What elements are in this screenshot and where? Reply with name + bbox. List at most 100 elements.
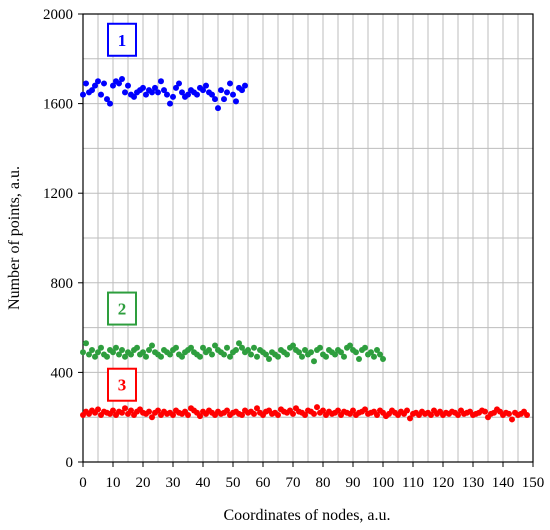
data-point <box>158 353 164 360</box>
data-point <box>101 80 107 87</box>
data-point <box>116 351 122 358</box>
data-point <box>83 80 89 87</box>
data-point <box>341 353 347 360</box>
x-tick-label: 90 <box>346 475 361 491</box>
data-point <box>266 355 272 362</box>
data-point <box>200 344 206 351</box>
data-point <box>212 342 218 349</box>
data-point <box>455 411 461 418</box>
x-tick-label: 30 <box>166 475 181 491</box>
data-point <box>323 353 329 360</box>
data-point <box>206 347 212 353</box>
data-point <box>113 344 119 351</box>
data-point <box>251 410 257 417</box>
y-tick-label: 2000 <box>43 7 73 23</box>
data-point <box>209 351 215 358</box>
data-point <box>356 355 362 362</box>
x-tick-label: 100 <box>372 475 395 491</box>
data-points <box>80 75 530 423</box>
data-point <box>167 351 173 358</box>
data-point <box>203 82 209 89</box>
data-point <box>506 410 512 417</box>
data-point <box>146 408 152 415</box>
data-point <box>119 75 125 82</box>
data-point <box>131 93 137 100</box>
data-point <box>185 411 191 418</box>
data-point <box>221 96 227 103</box>
data-point <box>320 407 326 414</box>
data-point <box>122 353 128 360</box>
data-point <box>86 351 92 358</box>
data-point <box>332 351 338 358</box>
y-tick-label: 800 <box>51 276 74 292</box>
data-point <box>362 406 368 413</box>
data-point <box>407 415 413 422</box>
data-point <box>239 87 245 94</box>
data-point <box>227 80 233 87</box>
data-point <box>143 91 149 98</box>
x-tick-label: 140 <box>492 475 515 491</box>
data-point <box>308 349 314 356</box>
data-point <box>314 404 320 411</box>
y-tick-label: 1200 <box>43 186 73 202</box>
tick-labels: 0 10 20 30 40 50 60 70 80 90 100 110 120 130 140 150 0 40… <box>43 7 544 491</box>
x-tick-label: 150 <box>522 475 545 491</box>
y-tick-label: 0 <box>66 455 74 471</box>
data-point <box>335 407 341 414</box>
x-tick-label: 120 <box>432 475 455 491</box>
data-point <box>95 78 101 85</box>
data-point <box>242 82 248 89</box>
data-point <box>134 344 140 351</box>
series-3-points <box>80 404 530 423</box>
data-point <box>380 355 386 362</box>
data-point <box>104 353 110 360</box>
data-point <box>176 80 182 87</box>
data-point <box>83 340 89 347</box>
data-point <box>290 410 296 417</box>
series-2-label-box <box>107 291 137 326</box>
data-point <box>371 353 377 360</box>
x-tick-label: 40 <box>196 475 211 491</box>
data-point <box>215 105 221 112</box>
data-point <box>212 96 218 103</box>
data-point <box>92 353 98 360</box>
data-point <box>296 349 302 356</box>
data-point <box>173 344 179 351</box>
y-axis-label: Number of points, a.u. <box>6 166 23 310</box>
data-point <box>254 405 260 412</box>
data-point <box>98 91 104 98</box>
data-point <box>428 411 434 418</box>
data-point <box>233 98 239 105</box>
data-point <box>263 351 269 358</box>
data-point <box>233 347 239 353</box>
data-point <box>149 89 155 96</box>
data-point <box>350 407 356 414</box>
series-1-label: 1 <box>118 31 127 50</box>
data-point <box>107 100 113 107</box>
data-point <box>110 349 116 356</box>
data-point <box>311 410 317 417</box>
data-point <box>224 407 230 414</box>
data-point <box>509 416 515 423</box>
data-point <box>209 91 215 98</box>
data-point <box>98 344 104 351</box>
data-point <box>248 351 254 358</box>
data-point <box>116 80 122 87</box>
data-point <box>140 349 146 356</box>
data-point <box>125 82 131 89</box>
data-point <box>80 91 86 98</box>
data-point <box>251 344 257 351</box>
data-point <box>368 349 374 356</box>
data-point <box>239 411 245 418</box>
series-1-label-box <box>107 22 137 57</box>
series-2-points <box>80 340 386 365</box>
data-point <box>302 347 308 353</box>
data-point <box>155 407 161 414</box>
series-labels: 1 2 3 <box>107 22 137 402</box>
data-point <box>524 411 530 418</box>
grid <box>82 13 534 463</box>
data-point <box>482 408 488 415</box>
data-point <box>152 84 158 91</box>
data-point <box>338 349 344 356</box>
